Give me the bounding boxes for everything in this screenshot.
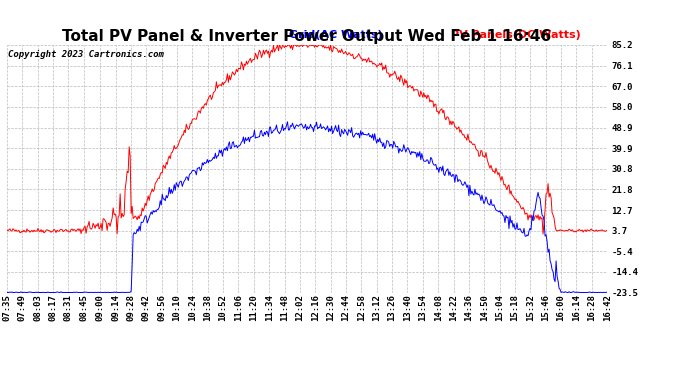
Text: Copyright 2023 Cartronics.com: Copyright 2023 Cartronics.com	[8, 50, 164, 59]
Title: Total PV Panel & Inverter Power Output Wed Feb 1 16:46: Total PV Panel & Inverter Power Output W…	[62, 29, 552, 44]
Text: Grid(AC Watts): Grid(AC Watts)	[289, 30, 383, 40]
Text: PV Panels(DC Watts): PV Panels(DC Watts)	[451, 30, 581, 40]
